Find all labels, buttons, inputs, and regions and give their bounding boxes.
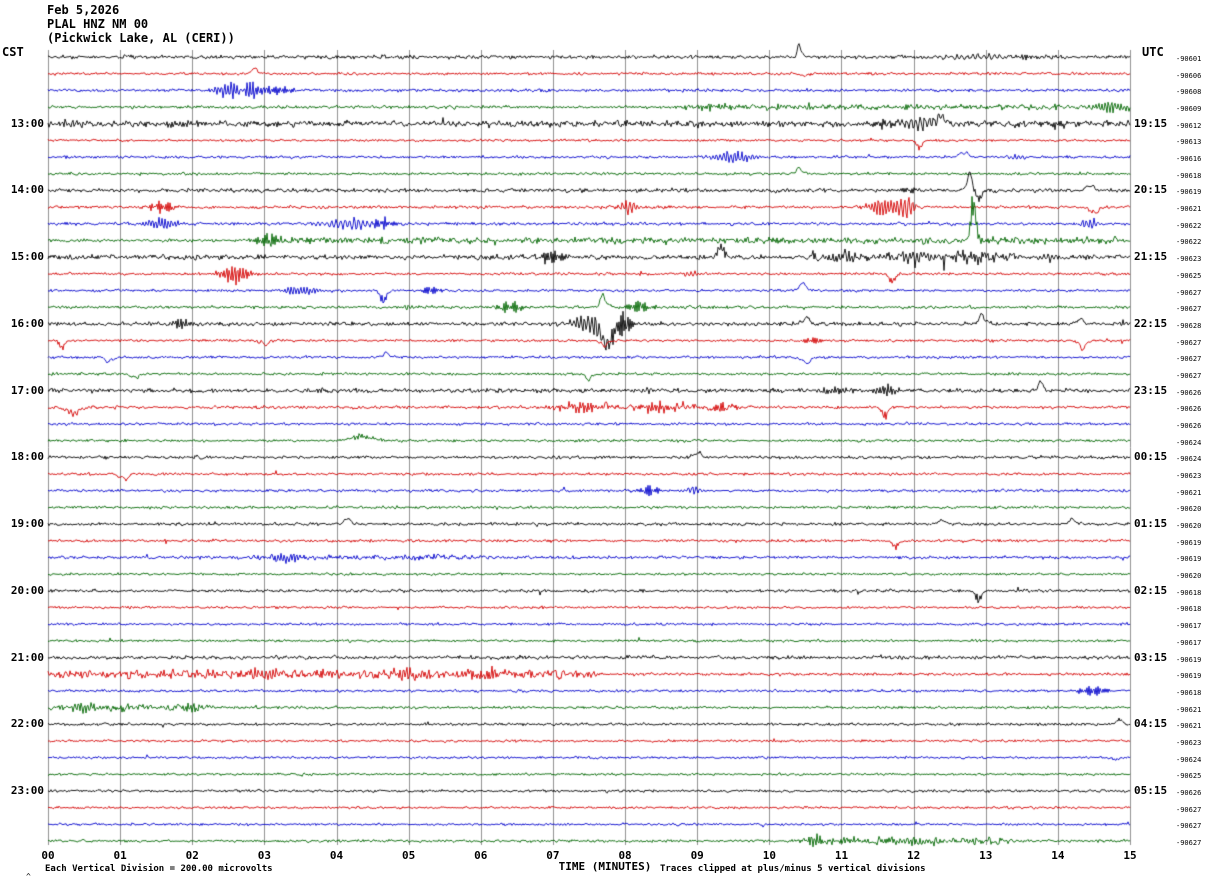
header-date: Feb 5,2026	[47, 3, 120, 17]
left-timezone-label: CST	[2, 45, 24, 59]
header-station: PLAL HNZ NM 00	[47, 17, 149, 31]
clip-note: Traces clipped at plus/minus 5 vertical …	[660, 864, 926, 874]
header-location: (Pickwick Lake, AL (CERI))	[47, 31, 235, 45]
right-timezone-label: UTC	[1142, 45, 1164, 59]
corner-mark: ^	[26, 872, 31, 881]
scale-note: Each Vertical Division = 200.00 microvol…	[45, 864, 273, 874]
x-axis-title: TIME (MINUTES)	[558, 860, 652, 873]
plot-header: Feb 5,2026 PLAL HNZ NM 00 (Pickwick Lake…	[47, 3, 235, 45]
